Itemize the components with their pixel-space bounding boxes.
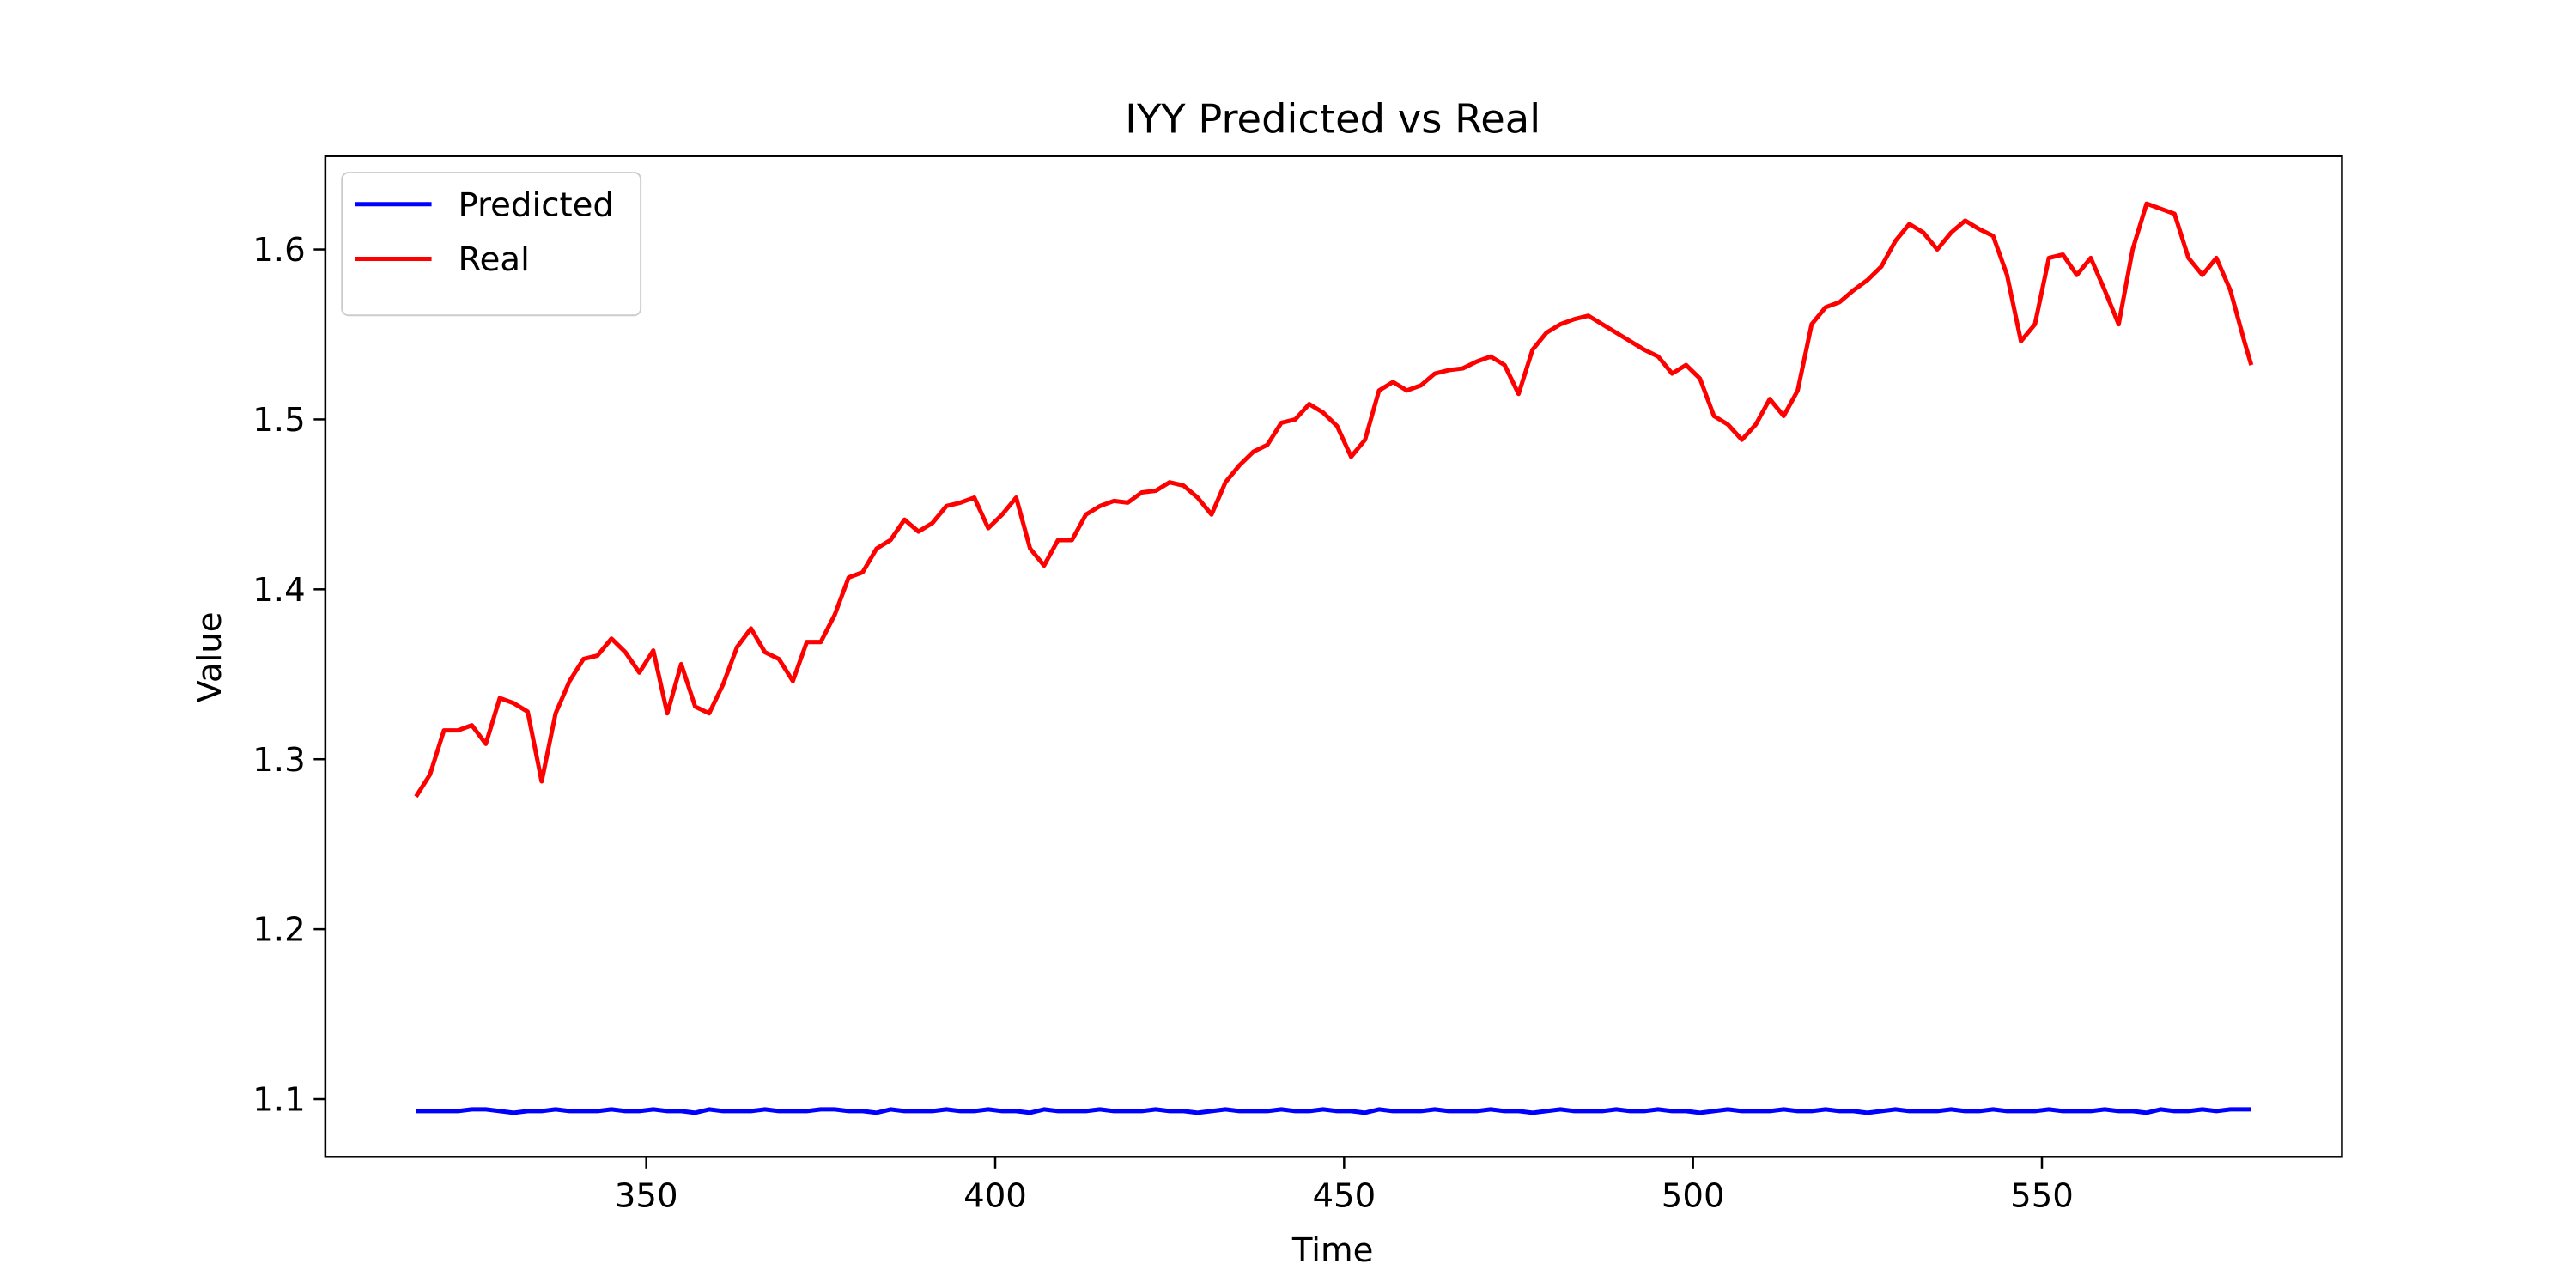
x-axis-label: Time: [1291, 1231, 1374, 1270]
x-tick-label: 500: [1662, 1176, 1725, 1215]
plot-frame: [324, 155, 2343, 1158]
y-axis-label: Value: [191, 611, 229, 702]
x-tick-label: 450: [1312, 1176, 1376, 1215]
x-tick-label: 350: [615, 1176, 678, 1215]
y-tick-label: 1.1: [252, 1081, 305, 1120]
chart-title: IYY Predicted vs Real: [1125, 96, 1540, 143]
legend-box: [341, 172, 642, 317]
y-tick-label: 1.4: [252, 571, 305, 610]
x-tick-label: 550: [2010, 1176, 2074, 1215]
series-line: [414, 201, 2254, 799]
y-tick-label: 1.5: [252, 401, 305, 440]
series-line: [416, 1107, 2251, 1115]
legend-label: Predicted: [459, 185, 614, 224]
y-tick-label: 1.6: [252, 231, 305, 270]
y-tick-label: 1.3: [252, 741, 305, 780]
legend-label: Real: [459, 240, 530, 279]
x-tick-label: 400: [963, 1176, 1027, 1215]
y-tick-label: 1.2: [252, 911, 305, 950]
